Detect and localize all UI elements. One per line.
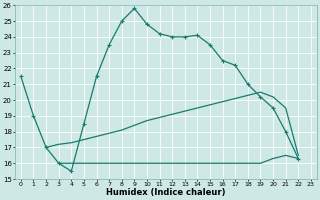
X-axis label: Humidex (Indice chaleur): Humidex (Indice chaleur) (106, 188, 226, 197)
